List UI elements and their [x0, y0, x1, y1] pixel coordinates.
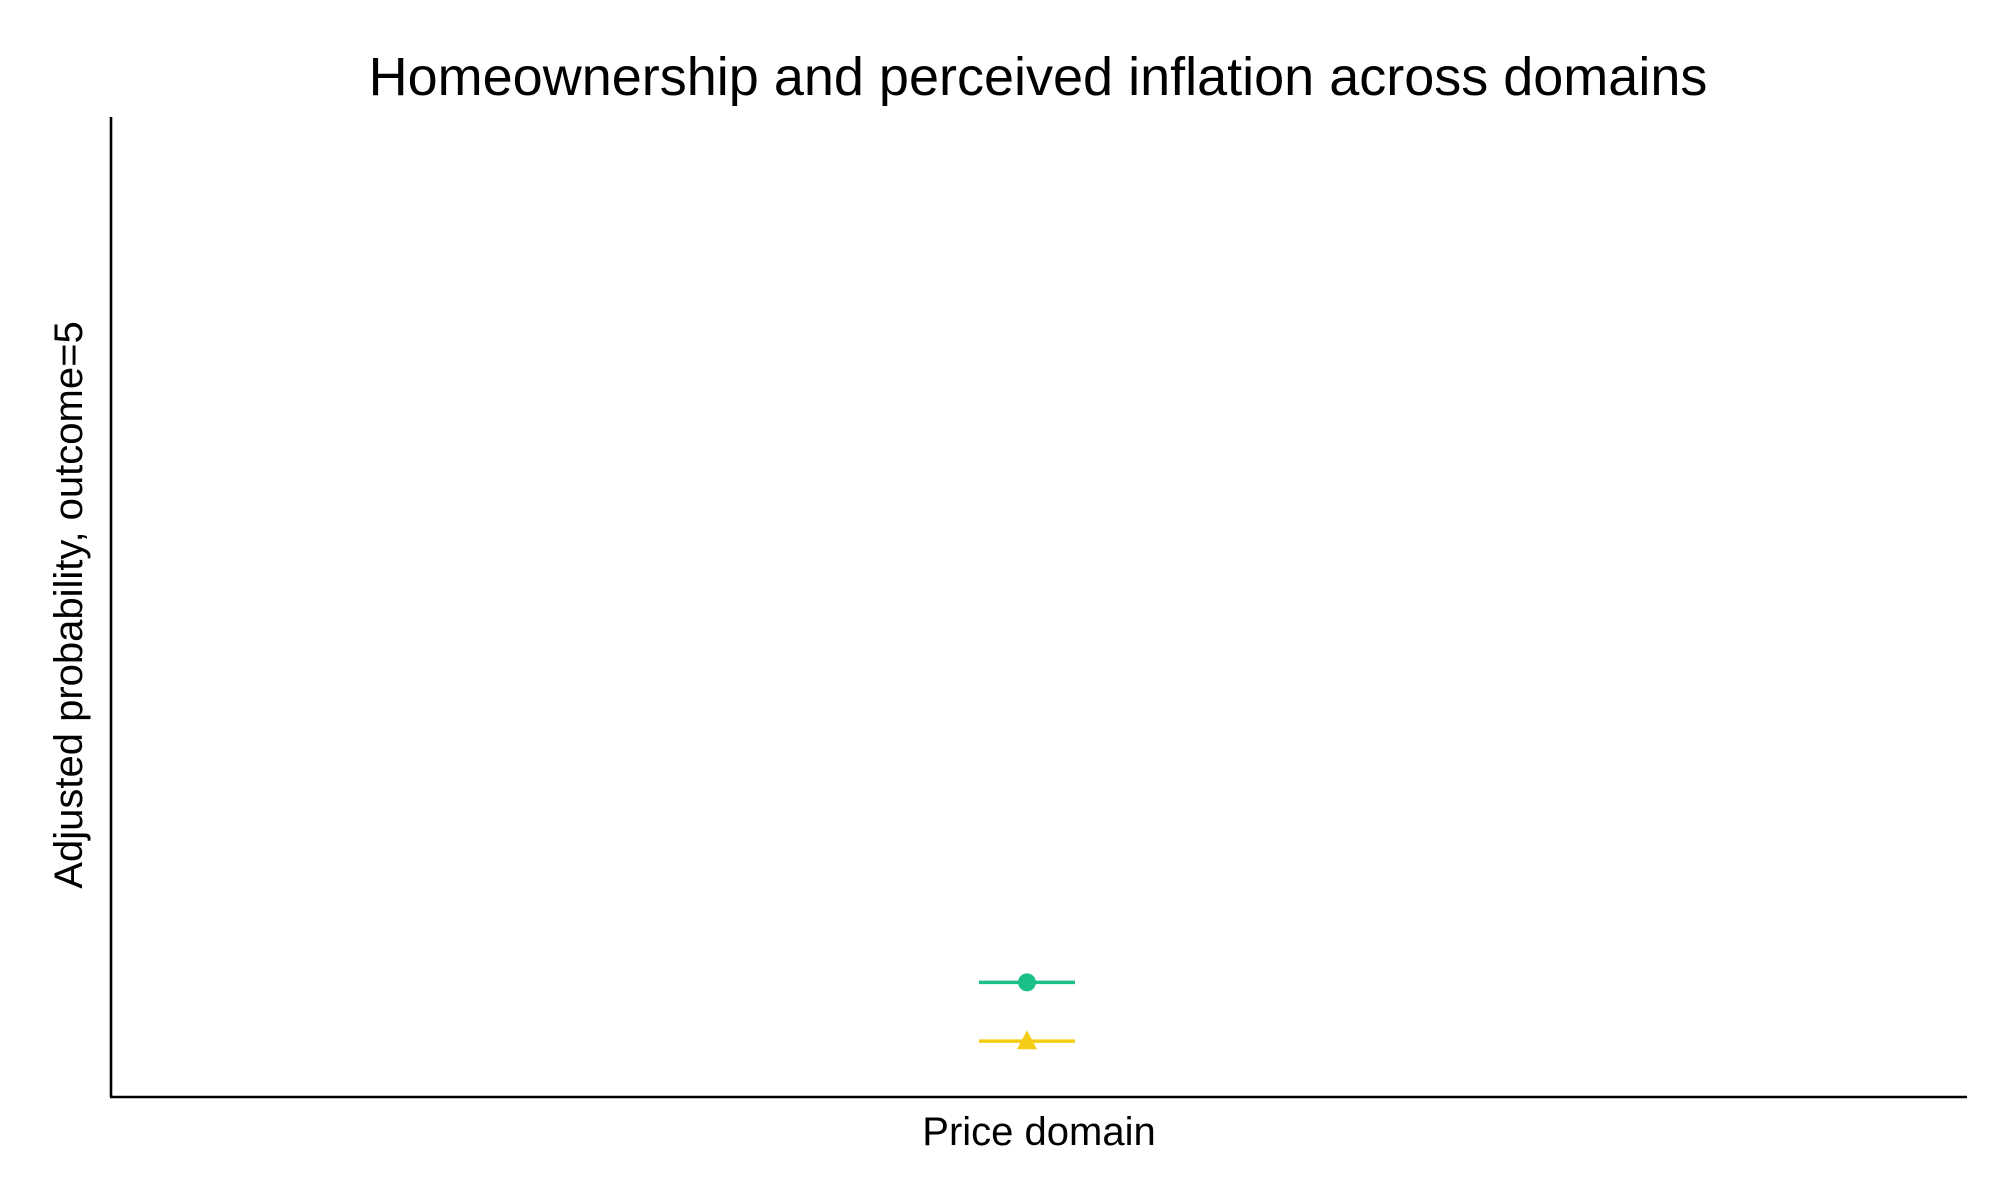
y-axis-label: Adjusted probability, outcome=5	[47, 321, 91, 888]
x-tick-label: Price domain	[922, 1110, 1155, 1154]
x-tick-labels: Price domain	[922, 1110, 1155, 1154]
plot-marks	[979, 973, 1075, 1050]
series-1-point	[1018, 973, 1036, 992]
chart-title: Homeownership and perceived inflation ac…	[369, 47, 1708, 107]
series-2-point	[1017, 1030, 1037, 1050]
